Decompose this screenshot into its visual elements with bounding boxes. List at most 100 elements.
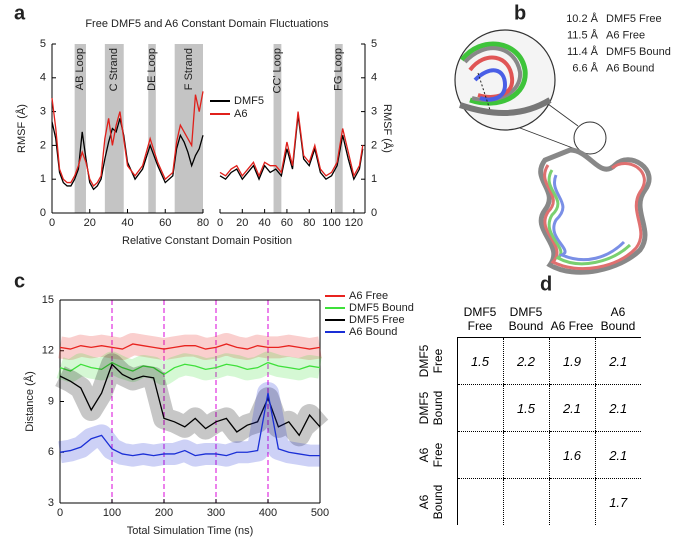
table-row: A6 Free 1.6 2.1 xyxy=(405,431,641,479)
x-tick-label: 0 xyxy=(49,217,55,229)
column-header: A6 Free xyxy=(549,293,595,338)
x-tick-label: 500 xyxy=(311,507,329,519)
y-tick-label: 0 xyxy=(371,207,377,219)
y-tick-label: 3 xyxy=(48,497,54,509)
series-line xyxy=(59,392,320,457)
legend-label: A6 xyxy=(234,108,247,120)
value-cell xyxy=(457,384,503,432)
distance-label: 6.6 Å xyxy=(572,61,598,74)
region xyxy=(334,44,343,213)
series-line xyxy=(59,363,321,437)
y-tick-label: 4 xyxy=(40,72,46,84)
distance-table: DMF5 Free DMF5 Bound A6 Free A6 Bound DMF5 F… xyxy=(405,293,641,525)
x-tick-label: 80 xyxy=(303,217,315,229)
series-line xyxy=(59,343,321,350)
y-tick-label: 4 xyxy=(371,72,377,84)
column-header: A6 Bound xyxy=(595,293,641,338)
value-cell: 2.1 xyxy=(594,337,641,385)
region-label: AB Loop xyxy=(74,48,86,90)
distance-label: 11.5 Å xyxy=(567,28,599,41)
region xyxy=(104,44,124,213)
x-tick-label: 200 xyxy=(155,507,173,519)
value-cell: 1.5 xyxy=(457,337,503,385)
row-header-cell: A6 Bound xyxy=(405,478,458,525)
legend-label: A6 Bound xyxy=(349,326,397,338)
row-header-cell: DMF5 Free xyxy=(405,337,458,385)
y-tick-label: 1 xyxy=(371,173,377,185)
value-cell: 1.6 xyxy=(548,431,595,479)
y-axis-label: RMSF (Å) xyxy=(381,104,394,153)
x-tick-label: 100 xyxy=(103,507,121,519)
table-row: DMF5 Bound 1.5 2.1 2.1 xyxy=(405,384,641,432)
panel-letter: b xyxy=(514,2,526,24)
y-tick-label: 1 xyxy=(40,173,46,185)
value-cell xyxy=(502,431,549,479)
y-axis-label: RMSF (Å) xyxy=(15,104,28,153)
value-cell: 2.2 xyxy=(502,337,549,385)
distance-label: 10.2 Å xyxy=(566,12,598,25)
value-cell xyxy=(502,478,549,525)
column-header: DMF5 Free xyxy=(457,293,503,338)
distance-label: 11.4 Å xyxy=(567,45,599,58)
region-label: FG Loop xyxy=(333,48,345,91)
value-cell: 2.1 xyxy=(594,384,641,432)
region-label: CC' Loop xyxy=(271,48,283,94)
y-tick-label: 6 xyxy=(48,446,54,458)
row-label: DMF5 Free xyxy=(416,344,445,378)
region xyxy=(74,44,86,213)
y-tick-label: 9 xyxy=(48,395,54,407)
region xyxy=(148,44,156,213)
y-tick-label: 5 xyxy=(40,38,46,50)
legend-label: DMF5 Bound xyxy=(349,302,414,314)
value-cell: 1.5 xyxy=(502,384,549,432)
y-tick-label: 5 xyxy=(371,38,377,50)
y-tick-label: 0 xyxy=(40,207,46,219)
corner-cell xyxy=(405,293,457,338)
y-tick-label: 3 xyxy=(40,106,46,118)
series-line xyxy=(219,111,364,178)
structure-name: DMF5 Free xyxy=(606,13,662,25)
x-tick-label: 100 xyxy=(322,217,340,229)
value-cell: 1.9 xyxy=(548,337,595,385)
value-cell xyxy=(457,479,503,526)
legend-label: A6 Free xyxy=(349,290,388,302)
x-axis-label: Total Simulation Time (ns) xyxy=(127,525,254,537)
structure-name: A6 Free xyxy=(606,29,645,41)
panel-letter: c xyxy=(14,270,25,292)
row-header-cell: A6 Free xyxy=(405,431,458,479)
series-line xyxy=(219,114,364,181)
x-tick-label: 0 xyxy=(217,217,223,229)
y-tick-label: 12 xyxy=(42,345,54,357)
x-tick-label: 20 xyxy=(236,217,248,229)
x-tick-label: 60 xyxy=(159,217,171,229)
x-tick-label: 80 xyxy=(197,217,209,229)
x-tick-label: 40 xyxy=(258,217,270,229)
region xyxy=(273,44,282,213)
x-tick-label: 60 xyxy=(281,217,293,229)
structure-name: DMF5 Bound xyxy=(606,46,671,58)
y-tick-label: 3 xyxy=(371,106,377,118)
series-line xyxy=(51,91,204,187)
panel-letter: d xyxy=(540,273,552,295)
value-cell xyxy=(457,431,503,479)
row-label: A6 Bound xyxy=(416,484,445,520)
value-cell: 2.1 xyxy=(548,384,595,432)
chart-title: Free DMF5 and A6 Constant Domain Fluctua… xyxy=(85,18,329,30)
x-tick-label: 300 xyxy=(207,507,225,519)
x-tick-label: 0 xyxy=(57,507,63,519)
x-tick-label: 120 xyxy=(345,217,363,229)
x-tick-label: 20 xyxy=(84,217,96,229)
value-cell xyxy=(548,478,595,525)
y-tick-label: 2 xyxy=(371,139,377,151)
table-row: A6 Bound 1.7 xyxy=(405,478,641,526)
region-label: C Strand xyxy=(108,48,120,91)
table-row: DMF5 Free 1.5 2.2 1.9 2.1 xyxy=(405,337,641,385)
x-axis-label: Relative Constant Domain Position xyxy=(122,235,292,247)
region-label: F Strand xyxy=(183,48,195,90)
value-cell: 1.7 xyxy=(594,478,641,525)
panel-letter: a xyxy=(14,2,26,24)
column-header: DMF5 Bound xyxy=(503,293,549,338)
legend-label: DMF5 Free xyxy=(349,314,405,326)
